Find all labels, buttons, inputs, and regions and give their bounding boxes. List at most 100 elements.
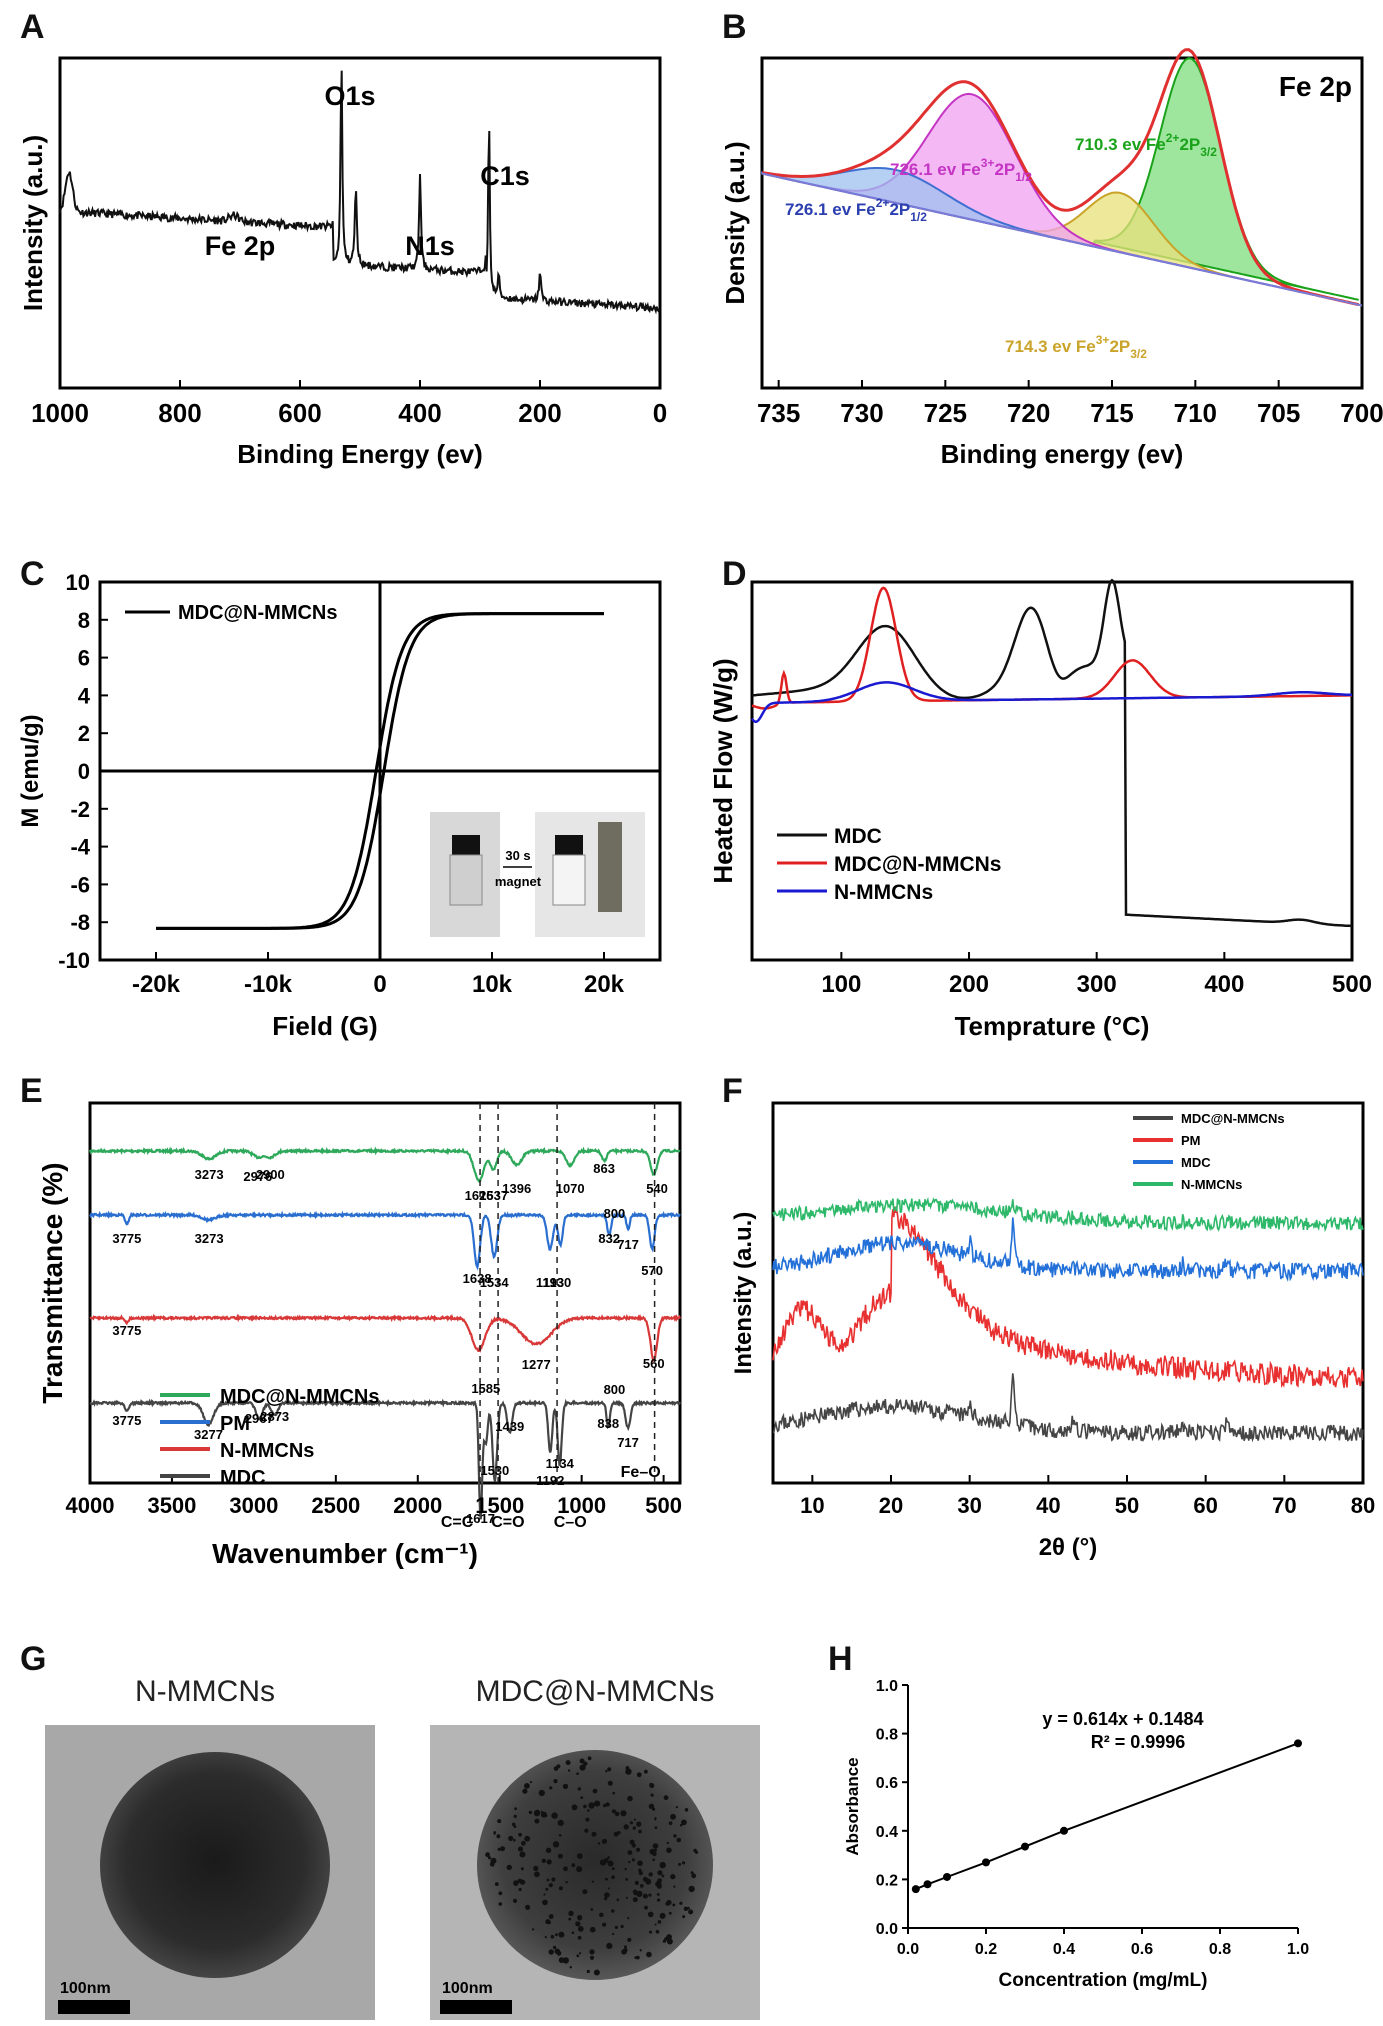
tem-nanoparticle — [518, 1887, 522, 1892]
tem-nanoparticle — [589, 1926, 596, 1933]
tem-nanoparticle — [565, 1760, 571, 1766]
tem-nanoparticle — [491, 1863, 495, 1867]
tem-nanoparticle — [533, 1809, 541, 1817]
tem-nanoparticle — [579, 1758, 585, 1764]
tem-nanoparticle — [621, 1949, 627, 1955]
tem-nanoparticle — [577, 1935, 582, 1940]
f-xtick-label: 50 — [1115, 1493, 1139, 1518]
panel-label-f: F — [722, 1072, 743, 1110]
e-legend-label: MDC@N-MMCNs — [220, 1386, 379, 1408]
e-xtick-label: 3500 — [147, 1493, 196, 1518]
c-ytick-label: -4 — [70, 835, 90, 860]
panel-label-e: E — [20, 1072, 43, 1110]
tem-nanoparticle — [624, 1945, 627, 1949]
tem-nanoparticle — [675, 1806, 679, 1809]
tem-left-sphere — [100, 1752, 330, 1978]
b-label-fe3-2p32: 714.3 ev Fe3+2P3/2 — [1005, 333, 1147, 361]
e-label-black: 1617 — [466, 1511, 495, 1526]
tem-nanoparticle — [670, 1874, 676, 1879]
tem-nanoparticle — [599, 1912, 604, 1918]
f-legend-label: PM — [1181, 1133, 1201, 1148]
tem-nanoparticle — [691, 1873, 697, 1879]
tem-nanoparticle — [513, 1838, 516, 1842]
e-label-green: 1070 — [556, 1181, 585, 1196]
e-label-red: 3775 — [112, 1323, 141, 1338]
tem-nanoparticle — [652, 1807, 656, 1811]
tem-nanoparticle — [548, 1914, 554, 1919]
tem-nanoparticle — [558, 1957, 565, 1963]
tem-nanoparticle — [644, 1905, 648, 1910]
tem-nanoparticle — [571, 1804, 578, 1811]
tem-nanoparticle — [690, 1871, 694, 1875]
tem-nanoparticle — [666, 1934, 672, 1940]
h-ylabel: Absorbance — [843, 1757, 862, 1855]
tem-nanoparticle — [672, 1903, 676, 1907]
tem-nanoparticle — [591, 1880, 594, 1883]
tem-nanoparticle — [679, 1901, 683, 1905]
tem-nanoparticle — [512, 1898, 518, 1903]
panel-g-tem: N-MMCNs MDC@N-MMCNs 100nm 100nm — [40, 1650, 800, 2026]
tem-nanoparticle — [636, 1772, 642, 1778]
e-label-blue: 570 — [641, 1263, 663, 1278]
tem-nanoparticle — [500, 1846, 506, 1852]
d-xtick-label: 400 — [1204, 971, 1244, 998]
tem-nanoparticle — [631, 1858, 636, 1862]
f-plot-frame — [771, 1101, 1365, 1485]
tem-nanoparticle — [654, 1818, 657, 1821]
tem-nanoparticle — [556, 1950, 562, 1956]
c-ylabel: M (emu/g) — [17, 714, 44, 827]
e-label-green: 1626 — [465, 1188, 494, 1203]
tem-nanoparticle — [569, 1966, 572, 1969]
e-label-green: 2976 — [243, 1169, 272, 1184]
e-xtick-label: 2000 — [393, 1493, 442, 1518]
tem-nanoparticle — [545, 1887, 549, 1891]
e-xtick-label: 1500 — [475, 1493, 524, 1518]
tem-nanoparticle — [557, 1853, 563, 1859]
tem-nanoparticle — [629, 1839, 635, 1845]
tem-nanoparticle — [549, 1786, 553, 1790]
tem-nanoparticle — [655, 1929, 660, 1934]
tem-nanoparticle — [588, 1802, 595, 1809]
tem-nanoparticle — [583, 1804, 587, 1809]
f-pattern-mdc-nmmcns — [772, 1373, 1364, 1443]
tem-nanoparticle — [494, 1882, 499, 1886]
tem-nanoparticle — [498, 1902, 503, 1906]
d-curve-mdc-nmmcns — [751, 586, 1352, 710]
tem-nanoparticle — [496, 1834, 501, 1839]
c-ytick-label: -10 — [58, 948, 90, 973]
tem-nanoparticle — [490, 1857, 497, 1864]
e-label-blue: 717 — [617, 1237, 639, 1252]
a-label-n1s: N1s — [405, 231, 455, 261]
tem-nanoparticle — [646, 1951, 652, 1958]
panel-f-xrd: 10 20 30 40 50 60 70 80 2θ (°) Intensity (a.u.) MD… — [700, 1075, 1383, 1635]
tem-nanoparticle — [656, 1883, 662, 1889]
a-plot-frame — [58, 56, 662, 390]
f-xtick-label: 40 — [1036, 1493, 1060, 1518]
d-xtick-label: 100 — [821, 971, 861, 998]
tem-nanoparticle — [657, 1920, 662, 1924]
h-ytick-label: 1.0 — [876, 1678, 898, 1695]
a-xlabel: Binding Energy (ev) — [237, 439, 483, 469]
h-ytick-label: 0.0 — [876, 1921, 898, 1938]
b-xtick-label: 730 — [840, 398, 883, 428]
d-plot-frame — [750, 580, 1354, 962]
tem-nanoparticle — [497, 1847, 501, 1851]
tem-nanoparticle — [599, 1859, 607, 1866]
tem-nanoparticle — [548, 1883, 553, 1888]
c-ytick-label: 2 — [78, 721, 90, 746]
tem-nanoparticle — [634, 1880, 639, 1885]
tem-nanoparticle — [558, 1834, 562, 1837]
tem-nanoparticle — [679, 1823, 683, 1827]
e-plot-frame — [88, 1101, 682, 1485]
d-xtick-label: 300 — [1077, 971, 1117, 998]
c-legend-label: MDC@N-MMCNs — [178, 602, 337, 624]
a-label-fe2p: Fe 2p — [205, 231, 276, 261]
d-xlabel: Temprature (°C) — [955, 1011, 1150, 1041]
tem-nanoparticle — [625, 1768, 632, 1775]
panel-label-a: A — [20, 8, 45, 46]
tem-nanoparticle — [579, 1764, 586, 1771]
xps-survey-chart: 1000 800 600 400 200 0 Binding Energy (ev) Inte… — [18, 56, 667, 469]
e-bond-label: C=O — [491, 1514, 524, 1531]
f-pattern-pm — [772, 1206, 1364, 1389]
tem-nanoparticle — [620, 1924, 624, 1929]
